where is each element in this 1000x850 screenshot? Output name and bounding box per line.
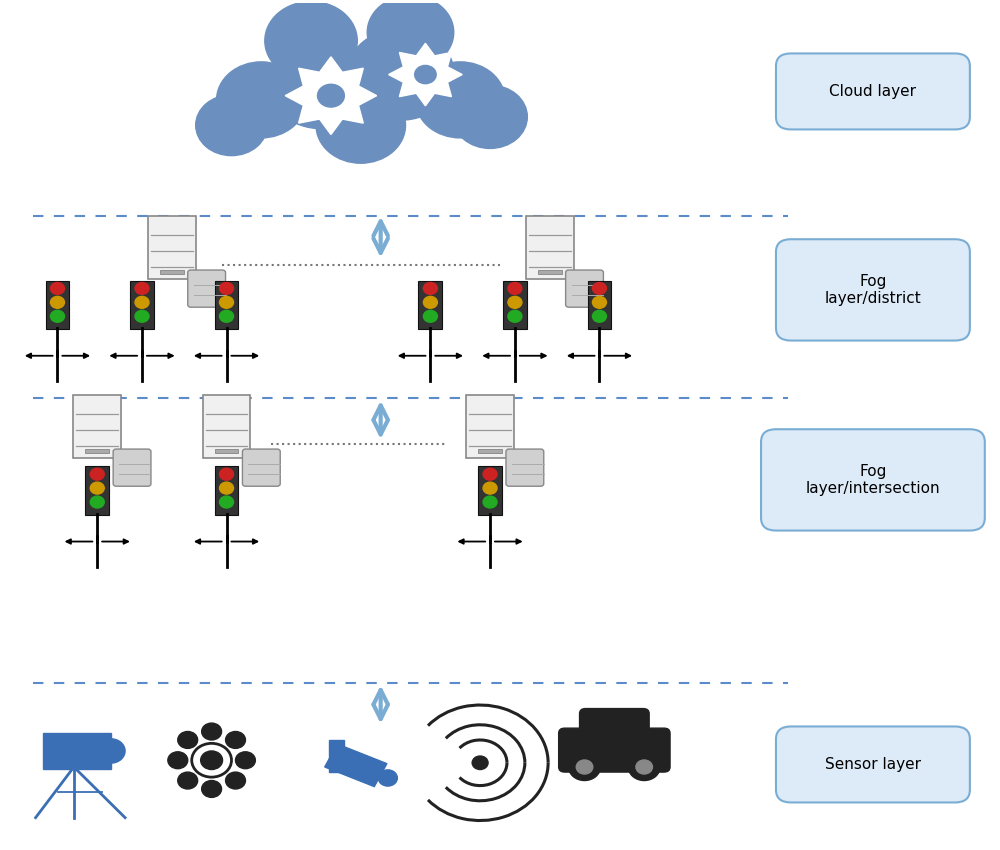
Circle shape xyxy=(576,760,593,774)
Circle shape xyxy=(50,310,64,322)
Circle shape xyxy=(508,282,522,294)
Circle shape xyxy=(453,85,527,149)
Circle shape xyxy=(636,760,652,774)
FancyBboxPatch shape xyxy=(776,54,970,129)
Circle shape xyxy=(592,310,606,322)
Circle shape xyxy=(347,29,454,120)
Circle shape xyxy=(217,62,306,138)
FancyBboxPatch shape xyxy=(130,280,154,329)
Circle shape xyxy=(378,770,397,786)
FancyBboxPatch shape xyxy=(559,728,670,772)
FancyBboxPatch shape xyxy=(526,216,574,280)
Circle shape xyxy=(135,297,149,309)
Polygon shape xyxy=(325,744,387,786)
Polygon shape xyxy=(389,43,462,105)
Text: Fog
layer/intersection: Fog layer/intersection xyxy=(806,464,940,496)
Circle shape xyxy=(178,732,198,748)
Circle shape xyxy=(178,772,198,789)
Text: Fog
layer/district: Fog layer/district xyxy=(825,274,921,306)
FancyBboxPatch shape xyxy=(329,740,344,772)
Circle shape xyxy=(508,297,522,309)
FancyBboxPatch shape xyxy=(242,449,280,486)
Circle shape xyxy=(90,496,104,508)
Circle shape xyxy=(226,732,245,748)
Circle shape xyxy=(423,282,437,294)
Circle shape xyxy=(316,88,406,163)
FancyBboxPatch shape xyxy=(588,280,611,329)
FancyBboxPatch shape xyxy=(776,727,970,802)
Circle shape xyxy=(483,496,497,508)
FancyBboxPatch shape xyxy=(85,450,109,453)
Circle shape xyxy=(415,65,436,83)
FancyBboxPatch shape xyxy=(503,280,527,329)
Circle shape xyxy=(196,95,267,156)
FancyBboxPatch shape xyxy=(566,270,603,307)
Circle shape xyxy=(267,37,375,128)
Circle shape xyxy=(50,297,64,309)
Circle shape xyxy=(220,310,234,322)
Circle shape xyxy=(318,84,344,107)
Circle shape xyxy=(202,780,222,797)
Circle shape xyxy=(220,282,234,294)
Circle shape xyxy=(415,62,505,138)
FancyBboxPatch shape xyxy=(43,734,111,768)
FancyBboxPatch shape xyxy=(85,467,109,514)
FancyBboxPatch shape xyxy=(776,239,970,341)
Circle shape xyxy=(483,482,497,494)
Circle shape xyxy=(592,282,606,294)
Circle shape xyxy=(569,753,600,780)
FancyBboxPatch shape xyxy=(188,270,226,307)
Circle shape xyxy=(201,751,223,769)
Circle shape xyxy=(483,468,497,480)
Circle shape xyxy=(265,2,357,80)
FancyBboxPatch shape xyxy=(506,449,544,486)
FancyBboxPatch shape xyxy=(46,280,69,329)
FancyBboxPatch shape xyxy=(160,270,184,275)
Circle shape xyxy=(135,282,149,294)
Circle shape xyxy=(367,0,454,69)
Polygon shape xyxy=(285,57,377,134)
Circle shape xyxy=(50,282,64,294)
Circle shape xyxy=(135,310,149,322)
Circle shape xyxy=(220,468,234,480)
FancyBboxPatch shape xyxy=(478,467,502,514)
Text: Sensor layer: Sensor layer xyxy=(825,757,921,772)
FancyBboxPatch shape xyxy=(215,280,238,329)
FancyBboxPatch shape xyxy=(148,216,196,280)
Circle shape xyxy=(90,468,104,480)
Circle shape xyxy=(168,751,188,768)
Circle shape xyxy=(235,751,255,768)
FancyBboxPatch shape xyxy=(466,395,514,458)
FancyBboxPatch shape xyxy=(580,709,649,745)
FancyBboxPatch shape xyxy=(538,270,562,275)
FancyBboxPatch shape xyxy=(761,429,985,530)
FancyBboxPatch shape xyxy=(203,395,250,458)
FancyBboxPatch shape xyxy=(418,280,442,329)
Circle shape xyxy=(423,297,437,309)
FancyBboxPatch shape xyxy=(73,395,121,458)
FancyBboxPatch shape xyxy=(215,450,238,453)
Circle shape xyxy=(96,739,125,763)
Circle shape xyxy=(628,753,660,780)
Circle shape xyxy=(220,297,234,309)
Circle shape xyxy=(423,310,437,322)
FancyBboxPatch shape xyxy=(215,467,238,514)
Circle shape xyxy=(220,482,234,494)
Circle shape xyxy=(508,310,522,322)
Circle shape xyxy=(472,756,488,769)
Circle shape xyxy=(220,496,234,508)
FancyBboxPatch shape xyxy=(478,450,502,453)
Circle shape xyxy=(592,297,606,309)
Circle shape xyxy=(202,723,222,740)
Circle shape xyxy=(226,772,245,789)
Circle shape xyxy=(90,482,104,494)
Text: Cloud layer: Cloud layer xyxy=(829,84,916,99)
FancyBboxPatch shape xyxy=(113,449,151,486)
